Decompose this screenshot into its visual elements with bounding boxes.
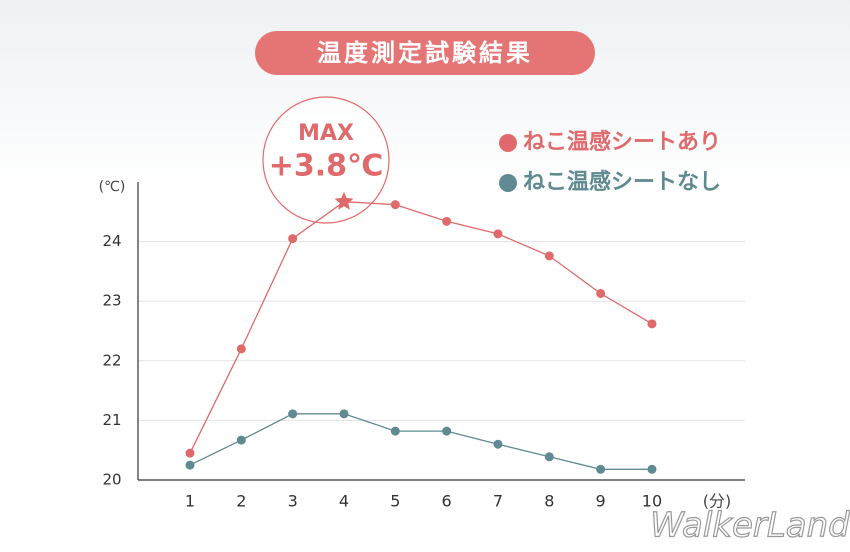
data-point [647, 464, 657, 474]
chart-title: 温度測定試験結果 [317, 39, 533, 67]
series-line [189, 201, 653, 454]
data-point [596, 288, 606, 298]
y-unit: (℃) [99, 179, 126, 195]
data-point [185, 460, 195, 470]
x-tick-label: 8 [544, 492, 554, 511]
x-unit: (分) [703, 492, 732, 511]
x-tick-label: 10 [642, 492, 662, 511]
legend-marker [499, 174, 517, 192]
data-point [288, 409, 298, 419]
annotation-circle [262, 96, 390, 224]
data-point [236, 435, 246, 445]
data-point [390, 200, 400, 210]
data-point [390, 426, 400, 436]
data-point [493, 439, 503, 449]
legend-label: ねこ温感シートあり [523, 129, 721, 155]
y-tick-label: 24 [102, 232, 121, 250]
x-tick-label: 7 [493, 492, 503, 511]
x-tick-label: 3 [288, 492, 298, 511]
x-tick-label: 1 [185, 492, 195, 511]
annotation-label: MAX [298, 121, 354, 146]
watermark: WalkerLand [650, 506, 850, 546]
max-marker [334, 191, 354, 210]
legend-marker [499, 134, 517, 152]
data-point [544, 251, 554, 261]
x-tick-label: 4 [339, 492, 349, 511]
data-point [596, 464, 606, 474]
x-tick-label: 6 [442, 492, 452, 511]
legend-label: ねこ温感シートなし [523, 169, 721, 195]
y-tick-label: 22 [102, 351, 121, 369]
x-tick-label: 2 [236, 492, 246, 511]
data-point [288, 234, 298, 244]
data-point [185, 448, 195, 458]
y-tick-label: 21 [102, 411, 121, 429]
annotation-text: +3.8℃ [269, 149, 384, 184]
data-point [236, 344, 246, 354]
data-point [544, 452, 554, 462]
x-tick-label: 5 [390, 492, 400, 511]
data-point [442, 216, 452, 226]
title-pill [255, 31, 595, 75]
data-point [493, 229, 503, 239]
y-tick-label: 20 [102, 471, 121, 489]
series-line [189, 413, 652, 470]
x-tick-label: 9 [596, 492, 606, 511]
y-tick-label: 23 [102, 292, 121, 310]
data-point [647, 319, 657, 329]
data-point [442, 426, 452, 436]
data-point [339, 409, 349, 419]
